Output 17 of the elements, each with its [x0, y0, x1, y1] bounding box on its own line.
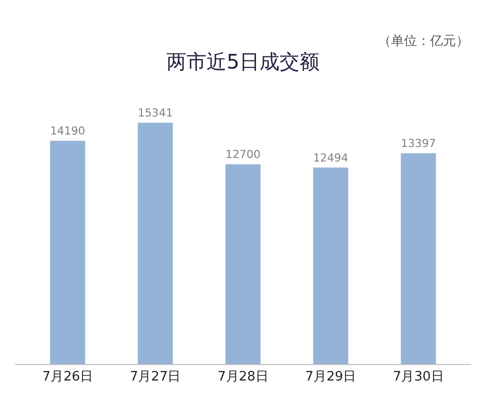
data-label: 13397: [400, 137, 436, 150]
data-label: 15341: [138, 106, 173, 120]
x-tick-label: 7月28日: [218, 370, 268, 385]
x-tick-label: 7月27日: [130, 370, 181, 385]
bar: [400, 153, 436, 364]
bar: [50, 140, 86, 364]
bar: [313, 167, 348, 364]
data-label: 12700: [225, 148, 261, 162]
chart-title: 两市近5日成交额: [166, 49, 320, 74]
bar: [225, 164, 261, 364]
x-tick-label: 7月26日: [42, 370, 94, 385]
x-tick-label: 7月29日: [305, 370, 356, 385]
x-tick-label: 7月30日: [392, 370, 444, 385]
data-label: 12494: [313, 151, 348, 164]
text: （单位：亿元）: [378, 34, 469, 49]
bar: [138, 122, 173, 364]
data-label: 14190: [50, 124, 86, 138]
